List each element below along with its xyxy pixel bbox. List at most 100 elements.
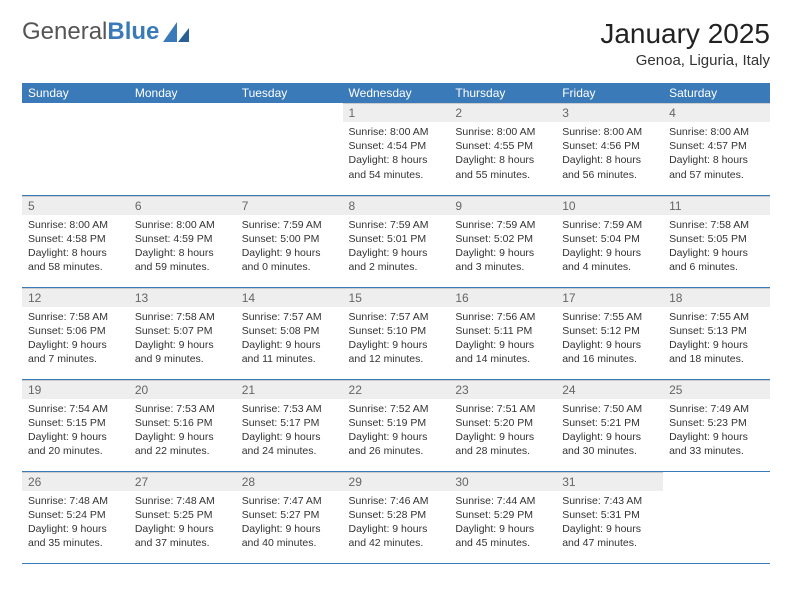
day-header: Monday [129, 83, 236, 103]
calendar-cell: 4Sunrise: 8:00 AMSunset: 4:57 PMDaylight… [663, 103, 770, 195]
day-line-sr: Sunrise: 7:55 AM [669, 310, 764, 324]
calendar-cell: 10Sunrise: 7:59 AMSunset: 5:04 PMDayligh… [556, 195, 663, 287]
day-line-ss: Sunset: 5:27 PM [242, 508, 337, 522]
day-line-d2: and 59 minutes. [135, 260, 230, 274]
day-line-d2: and 22 minutes. [135, 444, 230, 458]
day-line-d2: and 37 minutes. [135, 536, 230, 550]
day-line-d2: and 16 minutes. [562, 352, 657, 366]
day-line-sr: Sunrise: 7:54 AM [28, 402, 123, 416]
day-number: 21 [236, 380, 343, 399]
day-line-d2: and 0 minutes. [242, 260, 337, 274]
day-number: 16 [449, 288, 556, 307]
day-line-sr: Sunrise: 7:52 AM [349, 402, 444, 416]
day-line-sr: Sunrise: 7:58 AM [135, 310, 230, 324]
calendar-week: 19Sunrise: 7:54 AMSunset: 5:15 PMDayligh… [22, 379, 770, 471]
calendar-cell [236, 103, 343, 195]
day-line-d1: Daylight: 9 hours [455, 522, 550, 536]
day-line-ss: Sunset: 5:25 PM [135, 508, 230, 522]
day-number: 28 [236, 472, 343, 491]
day-line-d2: and 45 minutes. [455, 536, 550, 550]
day-line-d1: Daylight: 9 hours [562, 338, 657, 352]
day-details: Sunrise: 7:58 AMSunset: 5:06 PMDaylight:… [22, 307, 129, 373]
day-line-d2: and 42 minutes. [349, 536, 444, 550]
day-details: Sunrise: 7:46 AMSunset: 5:28 PMDaylight:… [343, 491, 450, 557]
day-line-ss: Sunset: 5:07 PM [135, 324, 230, 338]
day-line-sr: Sunrise: 7:48 AM [135, 494, 230, 508]
day-line-sr: Sunrise: 7:57 AM [349, 310, 444, 324]
day-line-ss: Sunset: 5:08 PM [242, 324, 337, 338]
calendar-cell: 22Sunrise: 7:52 AMSunset: 5:19 PMDayligh… [343, 379, 450, 471]
day-number: 26 [22, 472, 129, 491]
day-line-sr: Sunrise: 8:00 AM [562, 125, 657, 139]
day-line-d1: Daylight: 9 hours [242, 522, 337, 536]
calendar-cell: 12Sunrise: 7:58 AMSunset: 5:06 PMDayligh… [22, 287, 129, 379]
day-line-sr: Sunrise: 7:57 AM [242, 310, 337, 324]
day-details: Sunrise: 7:54 AMSunset: 5:15 PMDaylight:… [22, 399, 129, 465]
day-line-d2: and 33 minutes. [669, 444, 764, 458]
day-line-d1: Daylight: 9 hours [562, 430, 657, 444]
day-details: Sunrise: 7:59 AMSunset: 5:02 PMDaylight:… [449, 215, 556, 281]
day-number: 3 [556, 103, 663, 122]
calendar-cell: 25Sunrise: 7:49 AMSunset: 5:23 PMDayligh… [663, 379, 770, 471]
day-header: Saturday [663, 83, 770, 103]
day-line-d1: Daylight: 9 hours [135, 430, 230, 444]
day-line-d1: Daylight: 8 hours [455, 153, 550, 167]
logo-word1: General [22, 18, 107, 45]
day-line-sr: Sunrise: 7:59 AM [349, 218, 444, 232]
day-line-sr: Sunrise: 7:50 AM [562, 402, 657, 416]
day-line-sr: Sunrise: 7:59 AM [562, 218, 657, 232]
day-line-d1: Daylight: 8 hours [135, 246, 230, 260]
calendar-cell: 21Sunrise: 7:53 AMSunset: 5:17 PMDayligh… [236, 379, 343, 471]
day-number: 2 [449, 103, 556, 122]
calendar-cell: 27Sunrise: 7:48 AMSunset: 5:25 PMDayligh… [129, 471, 236, 563]
day-line-sr: Sunrise: 7:56 AM [455, 310, 550, 324]
calendar-cell: 2Sunrise: 8:00 AMSunset: 4:55 PMDaylight… [449, 103, 556, 195]
day-line-sr: Sunrise: 7:55 AM [562, 310, 657, 324]
day-details: Sunrise: 7:59 AMSunset: 5:04 PMDaylight:… [556, 215, 663, 281]
logo-sail-icon [163, 22, 189, 42]
day-line-ss: Sunset: 5:13 PM [669, 324, 764, 338]
calendar-cell: 5Sunrise: 8:00 AMSunset: 4:58 PMDaylight… [22, 195, 129, 287]
day-line-sr: Sunrise: 7:51 AM [455, 402, 550, 416]
calendar-cell: 8Sunrise: 7:59 AMSunset: 5:01 PMDaylight… [343, 195, 450, 287]
day-header: Tuesday [236, 83, 343, 103]
day-details: Sunrise: 7:53 AMSunset: 5:16 PMDaylight:… [129, 399, 236, 465]
day-line-ss: Sunset: 4:57 PM [669, 139, 764, 153]
day-line-ss: Sunset: 5:20 PM [455, 416, 550, 430]
day-number: 4 [663, 103, 770, 122]
day-details: Sunrise: 7:58 AMSunset: 5:05 PMDaylight:… [663, 215, 770, 281]
day-line-d1: Daylight: 9 hours [242, 246, 337, 260]
calendar-cell: 20Sunrise: 7:53 AMSunset: 5:16 PMDayligh… [129, 379, 236, 471]
calendar-head: SundayMondayTuesdayWednesdayThursdayFrid… [22, 83, 770, 103]
day-number: 22 [343, 380, 450, 399]
day-line-d2: and 55 minutes. [455, 168, 550, 182]
day-line-ss: Sunset: 5:00 PM [242, 232, 337, 246]
day-line-sr: Sunrise: 8:00 AM [455, 125, 550, 139]
day-line-d2: and 28 minutes. [455, 444, 550, 458]
day-line-sr: Sunrise: 7:43 AM [562, 494, 657, 508]
calendar-cell: 31Sunrise: 7:43 AMSunset: 5:31 PMDayligh… [556, 471, 663, 563]
day-number: 20 [129, 380, 236, 399]
day-number: 19 [22, 380, 129, 399]
day-line-d2: and 47 minutes. [562, 536, 657, 550]
day-line-d1: Daylight: 9 hours [135, 522, 230, 536]
day-number: 9 [449, 196, 556, 215]
day-line-ss: Sunset: 4:58 PM [28, 232, 123, 246]
logo-word2: Blue [107, 18, 159, 45]
calendar-body: 1Sunrise: 8:00 AMSunset: 4:54 PMDaylight… [22, 103, 770, 563]
day-line-d1: Daylight: 9 hours [562, 522, 657, 536]
day-line-d1: Daylight: 9 hours [28, 338, 123, 352]
day-details: Sunrise: 7:49 AMSunset: 5:23 PMDaylight:… [663, 399, 770, 465]
calendar-cell: 26Sunrise: 7:48 AMSunset: 5:24 PMDayligh… [22, 471, 129, 563]
day-line-ss: Sunset: 5:01 PM [349, 232, 444, 246]
day-line-d2: and 9 minutes. [135, 352, 230, 366]
day-line-d2: and 7 minutes. [28, 352, 123, 366]
day-number: 5 [22, 196, 129, 215]
day-line-ss: Sunset: 5:10 PM [349, 324, 444, 338]
calendar-cell: 15Sunrise: 7:57 AMSunset: 5:10 PMDayligh… [343, 287, 450, 379]
day-line-ss: Sunset: 5:23 PM [669, 416, 764, 430]
day-details: Sunrise: 7:48 AMSunset: 5:25 PMDaylight:… [129, 491, 236, 557]
day-number: 12 [22, 288, 129, 307]
day-line-sr: Sunrise: 8:00 AM [28, 218, 123, 232]
day-details: Sunrise: 8:00 AMSunset: 4:58 PMDaylight:… [22, 215, 129, 281]
